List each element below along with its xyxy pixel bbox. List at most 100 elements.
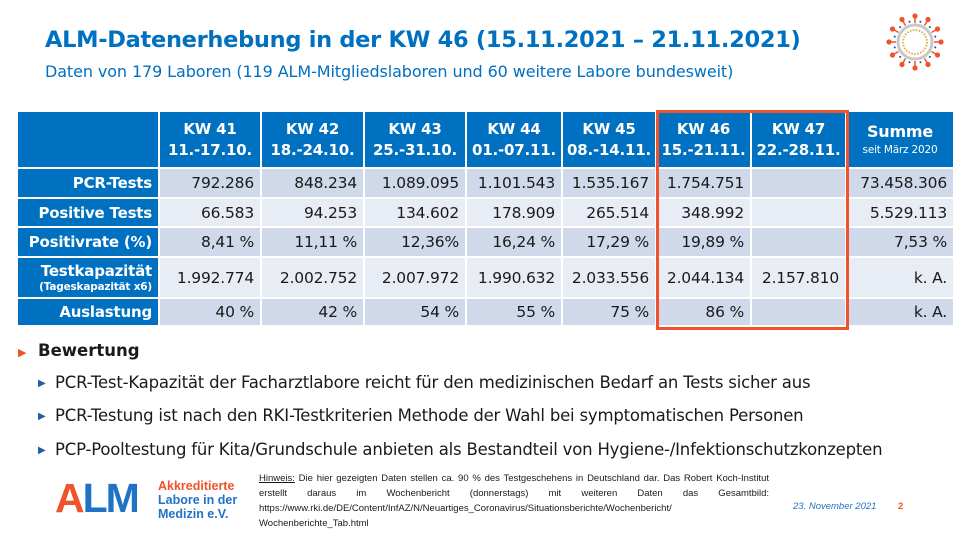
table-cell: 134.602 [365, 199, 465, 226]
table-cell: 2.033.556 [563, 258, 655, 297]
logo-letters: ALM [55, 475, 140, 521]
table-cell: 1.089.095 [365, 169, 465, 197]
list-item-text: PCR-Test-Kapazität der Facharztlabore re… [55, 373, 811, 392]
table-cell-value: 42 % [318, 303, 357, 321]
table-cell-value: 2.157.810 [761, 268, 839, 287]
row-header-label: Testkapazität [40, 261, 152, 280]
footnote-text: Die hier gezeigten Daten stellen ca. 90 … [259, 473, 769, 529]
column-header-week: KW 46 [676, 119, 731, 138]
table-cell-value: 8,41 % [201, 233, 254, 251]
table-cell: 19,89 % [657, 228, 750, 256]
virus-icon [886, 13, 944, 71]
table-cell: 8,41 % [160, 228, 260, 256]
table-cell-value: 16,24 % [492, 233, 555, 251]
table-cell [752, 169, 845, 197]
table-cell: 848.234 [262, 169, 363, 197]
table-cell: 265.514 [563, 199, 655, 226]
table-cell-value: 55 % [516, 303, 555, 321]
table-cell-value: 66.583 [200, 203, 254, 222]
sum-cell-value: k. A. [913, 303, 947, 321]
table-cell: 2.007.972 [365, 258, 465, 297]
row-header-label: Auslastung [59, 303, 152, 321]
table-cell-value: 2.044.134 [666, 268, 744, 287]
table-cell-value: 1.535.167 [571, 174, 649, 192]
table-cell: 1.535.167 [563, 169, 655, 197]
footnote-label: Hinweis: [259, 473, 295, 484]
column-header: KW 42 18.-24.10. [262, 112, 363, 167]
page-subtitle: Daten von 179 Laboren (119 ALM-Mitglieds… [45, 62, 734, 81]
column-header-dates: 18.-24.10. [270, 140, 355, 159]
table-cell: 11,11 % [262, 228, 363, 256]
table-cell: 1.990.632 [467, 258, 561, 297]
table-cell: 94.253 [262, 199, 363, 226]
table-cell-value: 11,11 % [294, 233, 357, 251]
row-header: Positivrate (%) [18, 228, 158, 256]
table-cell-value: 1.101.543 [477, 174, 555, 192]
column-header-week: KW 44 [487, 119, 541, 138]
column-header: KW 44 01.-07.11. [467, 112, 561, 167]
table-cell [752, 299, 845, 325]
table-cell: 792.286 [160, 169, 260, 197]
table-cell: 1.992.774 [160, 258, 260, 297]
logo-line-1: Akkreditierte [158, 479, 235, 493]
table-cell: 12,36% [365, 228, 465, 256]
table-cell [752, 199, 845, 226]
footnote: Hinweis: Die hier gezeigten Daten stelle… [259, 471, 769, 531]
sum-cell-value: 7,53 % [894, 233, 947, 251]
logo-text: Akkreditierte Labore in der Medizin e.V. [158, 479, 237, 521]
table-cell-value: 19,89 % [681, 233, 744, 251]
table-cell-value: 54 % [420, 303, 459, 321]
bullet-arrow-icon: ▶ [38, 378, 46, 389]
row-header: PCR-Tests [18, 169, 158, 197]
footer-date: 23. November 2021 [793, 501, 877, 512]
table-cell: 17,29 % [563, 228, 655, 256]
column-header: KW 41 11.-17.10. [160, 112, 260, 167]
row-header: Auslastung [18, 299, 158, 325]
sum-header-label: Summe [866, 122, 934, 141]
table-cell-value: 348.992 [681, 203, 744, 222]
sum-cell: 7,53 % [847, 228, 953, 256]
table-cell-value: 2.033.556 [571, 268, 649, 287]
column-header-week: KW 41 [183, 119, 237, 138]
row-header: Positive Tests [18, 199, 158, 226]
sum-header-sublabel: seit März 2020 [862, 144, 938, 156]
table-cell: 40 % [160, 299, 260, 325]
table-cell: 16,24 % [467, 228, 561, 256]
column-header-dates: 25.-31.10. [373, 140, 457, 159]
table-corner-header [18, 112, 158, 167]
sum-cell-value: 73.458.306 [860, 174, 947, 192]
sum-cell-value: 5.529.113 [869, 203, 947, 222]
table-cell-value: 1.992.774 [176, 268, 254, 287]
alm-logo: ALM Akkreditierte Labore in der Medizin … [55, 475, 265, 523]
page-title: ALM-Datenerhebung in der KW 46 (15.11.20… [45, 27, 801, 53]
column-header-week: KW 47 [771, 119, 826, 138]
row-header-label: Positive Tests [38, 203, 153, 222]
list-item-text: PCR-Testung ist nach den RKI-Testkriteri… [55, 406, 804, 425]
test-data-table: KW 41 11.-17.10. KW 42 18.-24.10. KW 43 25.-3… [18, 112, 953, 327]
column-header-dates: 08.-14.11. [567, 140, 651, 159]
table-cell-value: 17,29 % [586, 233, 649, 251]
table-cell-value: 40 % [215, 303, 254, 321]
table-cell: 55 % [467, 299, 561, 325]
table-cell-value: 848.234 [294, 174, 357, 192]
logo-line-3: Medizin e.V. [158, 507, 229, 521]
column-header-dates: 01.-07.11. [472, 140, 556, 159]
column-header: KW 43 25.-31.10. [365, 112, 465, 167]
column-header-week: KW 42 [285, 119, 340, 138]
sum-cell: 5.529.113 [847, 199, 953, 226]
table-cell-value: 1.990.632 [477, 268, 555, 287]
table-cell: 1.101.543 [467, 169, 561, 197]
table-cell: 178.909 [467, 199, 561, 226]
sum-cell: k. A. [847, 258, 953, 297]
bullet-arrow-icon: ▶ [38, 445, 46, 456]
table-cell-value: 134.602 [396, 203, 459, 222]
column-header-dates: 22.-28.11. [756, 140, 841, 159]
table-cell-value: 75 % [610, 303, 649, 321]
page-number: 2 [898, 501, 904, 512]
column-header: KW 45 08.-14.11. [563, 112, 655, 167]
table-cell: 2.002.752 [262, 258, 363, 297]
table-cell-value: 1.089.095 [381, 174, 459, 192]
sum-cell: 73.458.306 [847, 169, 953, 197]
table-cell-value: 792.286 [191, 174, 254, 192]
sum-cell-value: k. A. [913, 268, 947, 287]
